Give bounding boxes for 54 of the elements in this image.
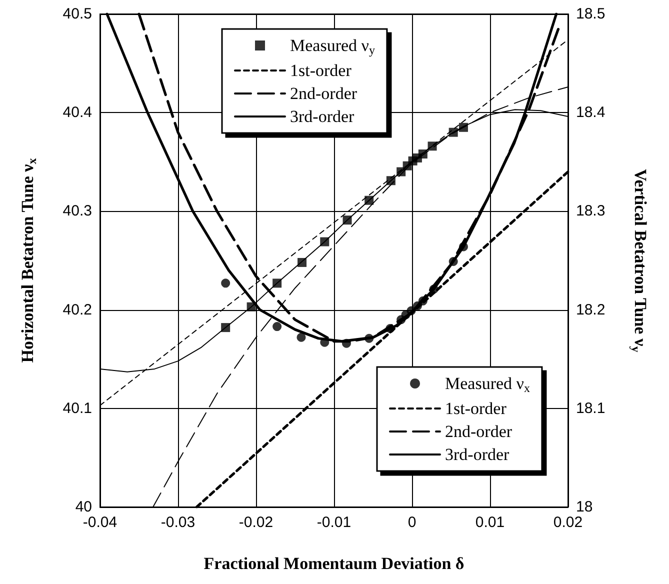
legend-label: 3rd-order: [290, 107, 355, 126]
point: [272, 322, 282, 332]
point: [342, 338, 351, 348]
point: [364, 196, 374, 205]
y2-tick-label: 18.1: [576, 400, 606, 417]
point: [428, 142, 437, 151]
point: [320, 338, 330, 347]
y-tick-label: 40.4: [62, 104, 92, 122]
y-tick-label: 40.5: [62, 6, 92, 22]
legend-label: 1st-order: [445, 399, 507, 418]
legend-label: 3rd-order: [445, 445, 510, 464]
y2-tick-label: 18.4: [576, 104, 606, 122]
x-axis-title: Fractional Momentaum Deviation δ: [204, 554, 464, 573]
point: [386, 324, 395, 334]
legend-label: 2nd-order: [290, 84, 358, 103]
legend-label: 1st-order: [290, 61, 352, 80]
y2-tick-label: 18.3: [576, 202, 606, 220]
point: [296, 332, 306, 342]
x-tick-label: 0.01: [475, 514, 505, 531]
x-tick-label: 0.02: [553, 514, 583, 531]
point: [246, 302, 256, 312]
point: [272, 278, 282, 288]
y-tick-label: 40.2: [62, 301, 92, 318]
point: [396, 167, 406, 176]
point: [418, 296, 428, 306]
y-tick-label: 40.3: [62, 202, 92, 220]
point: [221, 278, 230, 288]
point: [298, 258, 307, 267]
x-tick-label: -0.01: [316, 514, 352, 531]
point: [429, 284, 438, 294]
point: [458, 122, 468, 132]
point: [386, 176, 396, 186]
y2-tick-label: 18.2: [576, 301, 606, 318]
x-tick-label: -0.04: [82, 514, 118, 531]
point: [320, 237, 330, 246]
y-tick-label: 40: [75, 498, 92, 516]
y2-tick-label: 18: [576, 498, 593, 516]
point: [458, 242, 468, 252]
legend-label: 2nd-order: [445, 422, 512, 441]
point: [221, 323, 230, 332]
point: [364, 334, 374, 343]
point: [406, 306, 416, 316]
y-tick-label: 40.1: [62, 400, 92, 417]
y-axis-title: Horizontal Betatron Tune νx: [18, 158, 39, 363]
point: [418, 150, 428, 159]
point: [448, 256, 458, 266]
y2-tick-label: 18.5: [576, 6, 606, 22]
point: [412, 301, 422, 310]
x-tick-label: 0: [408, 514, 416, 531]
x-tick-label: -0.03: [160, 514, 196, 531]
point: [342, 216, 352, 225]
point: [448, 128, 458, 137]
x-tick-label: -0.02: [238, 514, 274, 531]
y2-axis-title: Vertical Betatron Tune νy: [629, 168, 650, 352]
